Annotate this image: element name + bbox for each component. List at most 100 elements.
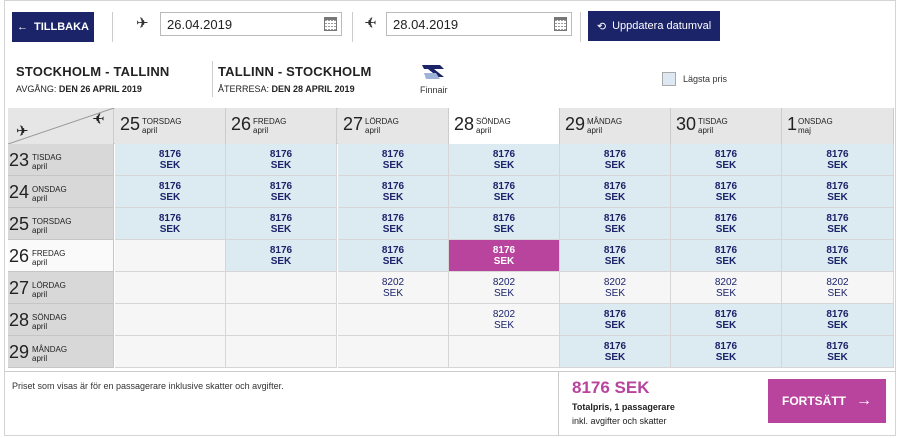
takeoff-icon: ✈ bbox=[136, 15, 149, 32]
price-cell[interactable]: 8176 SEK bbox=[671, 304, 782, 336]
price-currency: SEK bbox=[715, 160, 737, 171]
price-currency: SEK bbox=[715, 288, 736, 299]
row-month: april bbox=[32, 162, 48, 171]
price-cell[interactable]: 8176 SEK bbox=[782, 336, 894, 368]
price-cell[interactable]: 8176 SEK bbox=[782, 208, 894, 240]
price-cell[interactable]: 8176 SEK bbox=[115, 176, 226, 208]
return-prefix: ÅTERRESA: bbox=[218, 84, 270, 94]
outbound-date-input[interactable]: 26.04.2019 bbox=[160, 12, 342, 36]
price-currency: SEK bbox=[159, 160, 181, 171]
price-currency: SEK bbox=[382, 288, 403, 299]
price-cell[interactable]: 8176 SEK bbox=[671, 240, 782, 272]
price-currency: SEK bbox=[493, 288, 514, 299]
price-cell[interactable]: 8176 SEK bbox=[560, 208, 671, 240]
price-cell[interactable]: 8176 SEK bbox=[560, 304, 671, 336]
price-amount: 8176 bbox=[826, 181, 849, 192]
price-cell[interactable]: 8176 SEK bbox=[115, 144, 226, 176]
lowest-price-checkbox[interactable] bbox=[662, 72, 676, 86]
price-currency: SEK bbox=[270, 160, 292, 171]
row-month: april bbox=[32, 194, 48, 203]
col-month: april bbox=[698, 126, 714, 135]
price-currency: SEK bbox=[493, 320, 514, 331]
price-cell[interactable]: 8176 SEK bbox=[338, 240, 449, 272]
price-currency: SEK bbox=[270, 224, 292, 235]
tax-note: inkl. avgifter och skatter bbox=[572, 416, 667, 426]
row-day-number: 23 bbox=[9, 150, 30, 170]
price-currency: SEK bbox=[159, 224, 181, 235]
price-cell[interactable]: 8176 SEK bbox=[338, 208, 449, 240]
price-currency: SEK bbox=[827, 256, 848, 267]
price-amount: 8176 bbox=[381, 181, 405, 192]
row-day-name: SÖNDAG bbox=[32, 313, 67, 322]
row-day-name: ONSDAG bbox=[32, 185, 67, 194]
price-cell[interactable]: 8176 SEK bbox=[226, 176, 337, 208]
calendar-icon[interactable] bbox=[554, 17, 567, 31]
price-cell[interactable]: 8176 SEK bbox=[449, 208, 560, 240]
toolbar-divider bbox=[352, 12, 353, 42]
price-cell[interactable]: 8202 SEK bbox=[449, 304, 560, 336]
price-amount: 8176 bbox=[826, 213, 849, 224]
outbound-date-row-0: 23 TISDAG april bbox=[8, 144, 114, 176]
col-day-number: 27 bbox=[343, 114, 364, 134]
price-cell[interactable]: 8176 SEK bbox=[671, 144, 782, 176]
col-month: april bbox=[365, 126, 381, 135]
price-cell[interactable]: 8176 SEK bbox=[782, 176, 894, 208]
price-cell[interactable]: 8176 SEK bbox=[226, 144, 337, 176]
price-currency: SEK bbox=[715, 320, 737, 331]
price-cell[interactable]: 8176 SEK bbox=[782, 304, 894, 336]
outbound-date-row-1: 24 ONSDAG april bbox=[8, 176, 114, 208]
price-amount: 8176 bbox=[603, 341, 627, 352]
price-cell[interactable]: 8176 SEK bbox=[226, 208, 337, 240]
price-currency: SEK bbox=[715, 224, 737, 235]
row-day-name: LÖRDAG bbox=[32, 281, 66, 290]
price-cell[interactable]: 8202 SEK bbox=[782, 272, 894, 304]
price-cell[interactable]: 8202 SEK bbox=[671, 272, 782, 304]
price-cell[interactable]: 8176 SEK bbox=[560, 336, 671, 368]
update-dates-button[interactable]: ⟲ Uppdatera datumval bbox=[588, 11, 720, 41]
price-cell[interactable]: 8176 SEK bbox=[560, 176, 671, 208]
price-cell[interactable]: 8176 SEK bbox=[449, 240, 560, 272]
price-cell[interactable]: 8176 SEK bbox=[560, 240, 671, 272]
outbound-date-row-3: 26 FREDAG april bbox=[8, 240, 114, 272]
return-departure: ÅTERRESA: DEN 28 APRIL 2019 bbox=[218, 84, 355, 94]
row-day-number: 28 bbox=[9, 310, 30, 330]
price-cell[interactable]: 8176 SEK bbox=[560, 144, 671, 176]
return-date-col-4: 29 MÅNDAG april bbox=[560, 108, 671, 144]
col-month: maj bbox=[798, 126, 811, 135]
calendar-icon[interactable] bbox=[324, 17, 337, 31]
price-amount: 8176 bbox=[381, 213, 405, 224]
price-amount: 8176 bbox=[714, 309, 738, 320]
toolbar-divider bbox=[580, 12, 581, 42]
return-date-col-0: 25 TORSDAG april bbox=[115, 108, 226, 144]
price-cell[interactable]: 8202 SEK bbox=[338, 272, 449, 304]
continue-button[interactable]: FORTSÄTT → bbox=[768, 379, 886, 423]
price-cell[interactable]: 8176 SEK bbox=[782, 240, 894, 272]
price-matrix: ✈ ✈ 25 TORSDAG april 26 FREDAG april 27 LÖRDAG a… bbox=[8, 108, 894, 370]
price-cell[interactable]: 8176 SEK bbox=[782, 144, 894, 176]
price-cell[interactable]: 8176 SEK bbox=[671, 336, 782, 368]
price-amount: 8176 bbox=[826, 341, 849, 352]
price-cell[interactable]: 8176 SEK bbox=[338, 144, 449, 176]
price-cell[interactable]: 8176 SEK bbox=[338, 176, 449, 208]
price-amount: 8176 bbox=[269, 245, 293, 256]
price-amount: 8176 bbox=[714, 181, 738, 192]
price-cell[interactable]: 8176 SEK bbox=[115, 208, 226, 240]
price-cell[interactable]: 8176 SEK bbox=[226, 240, 337, 272]
price-cell[interactable]: 8176 SEK bbox=[449, 176, 560, 208]
return-date-input[interactable]: 28.04.2019 bbox=[386, 12, 572, 36]
price-amount: 8176 bbox=[381, 245, 405, 256]
price-cell[interactable]: 8176 SEK bbox=[671, 208, 782, 240]
price-amount: 8176 bbox=[826, 149, 849, 160]
landing-icon: ✈ bbox=[92, 111, 105, 128]
back-button[interactable]: ← TILLBAKA bbox=[12, 12, 94, 42]
outbound-date-row-5: 28 SÖNDAG april bbox=[8, 304, 114, 336]
price-currency: SEK bbox=[715, 352, 737, 363]
price-cell[interactable]: 8202 SEK bbox=[449, 272, 560, 304]
return-date-col-5: 30 TISDAG april bbox=[671, 108, 782, 144]
return-date-col-1: 26 FREDAG april bbox=[226, 108, 337, 144]
price-cell[interactable]: 8202 SEK bbox=[560, 272, 671, 304]
price-cell[interactable]: 8176 SEK bbox=[671, 176, 782, 208]
col-day-name: LÖRDAG bbox=[365, 117, 399, 126]
price-cell[interactable]: 8176 SEK bbox=[449, 144, 560, 176]
price-disclaimer: Priset som visas är för en passagerare i… bbox=[12, 381, 284, 391]
